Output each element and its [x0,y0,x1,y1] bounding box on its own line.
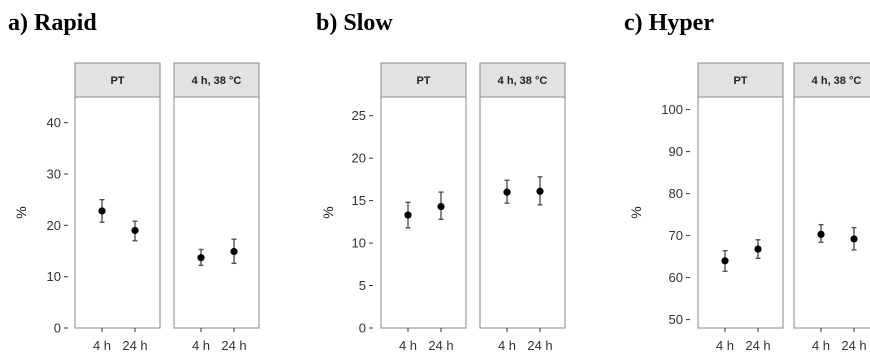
facet-panel [173,96,260,329]
facet-strip-label: 4 h, 38 °C [498,75,548,87]
facet-strip [793,62,870,98]
data-point [503,188,511,196]
y-tick-label: 0 [54,321,61,336]
facet-panel [380,96,467,329]
y-tick-label: 50 [669,312,683,327]
x-tick-label: 4 h [192,338,210,353]
panel-title: b) Slow [316,10,393,36]
panel-title: c) Hyper [624,10,714,36]
data-point [850,235,858,243]
facet-panel [697,96,784,329]
facet-strip-label: PT [110,75,124,87]
y-tick-label: 100 [661,102,683,117]
y-tick-label: 0 [359,321,366,336]
y-tick-label: 60 [669,270,683,285]
x-tick-label: 4 h [93,338,111,353]
data-point [437,202,445,211]
data-point [131,226,139,235]
data-point [721,257,729,265]
facet-strip [697,62,784,98]
facet-strip-label: PT [416,75,430,87]
facet-panel [479,96,566,329]
x-tick-label: 4 h [716,338,734,353]
y-tick-label: 10 [352,236,366,251]
data-point [404,211,412,219]
y-axis-label: % [320,206,336,218]
x-tick-label: 24 h [745,338,770,353]
facet-strip-label: 4 h, 38 °C [192,75,242,87]
y-tick-label: 15 [352,193,366,208]
data-point [197,254,205,262]
y-tick-label: 30 [47,167,61,182]
y-tick-label: 10 [47,269,61,284]
x-tick-label: 24 h [841,338,866,353]
y-tick-label: 20 [352,151,366,166]
facet-panel [793,96,870,329]
facet-strip [380,62,467,98]
y-tick-label: 5 [359,278,366,293]
data-point [754,245,762,253]
data-point [536,187,544,195]
data-point [98,207,106,215]
x-tick-label: 4 h [498,338,516,353]
y-tick-label: 25 [352,108,366,123]
y-tick-label: 40 [47,115,61,130]
x-tick-label: 24 h [122,338,147,353]
x-tick-label: 24 h [221,338,246,353]
data-point [817,230,825,238]
y-tick-label: 70 [669,228,683,243]
data-point [230,247,238,256]
y-axis-label: % [628,206,644,218]
x-tick-label: 4 h [399,338,417,353]
y-axis-label: % [13,206,29,218]
y-tick-label: 20 [47,218,61,233]
x-tick-label: 24 h [428,338,453,353]
facet-strip [74,62,161,98]
facet-strip-label: 4 h, 38 °C [812,75,862,87]
panel-title: a) Rapid [8,10,97,36]
y-tick-label: 90 [669,144,683,159]
y-tick-label: 80 [669,186,683,201]
facet-panel [74,96,161,329]
x-tick-label: 4 h [812,338,830,353]
facet-strip-label: PT [733,75,747,87]
x-tick-label: 24 h [527,338,552,353]
